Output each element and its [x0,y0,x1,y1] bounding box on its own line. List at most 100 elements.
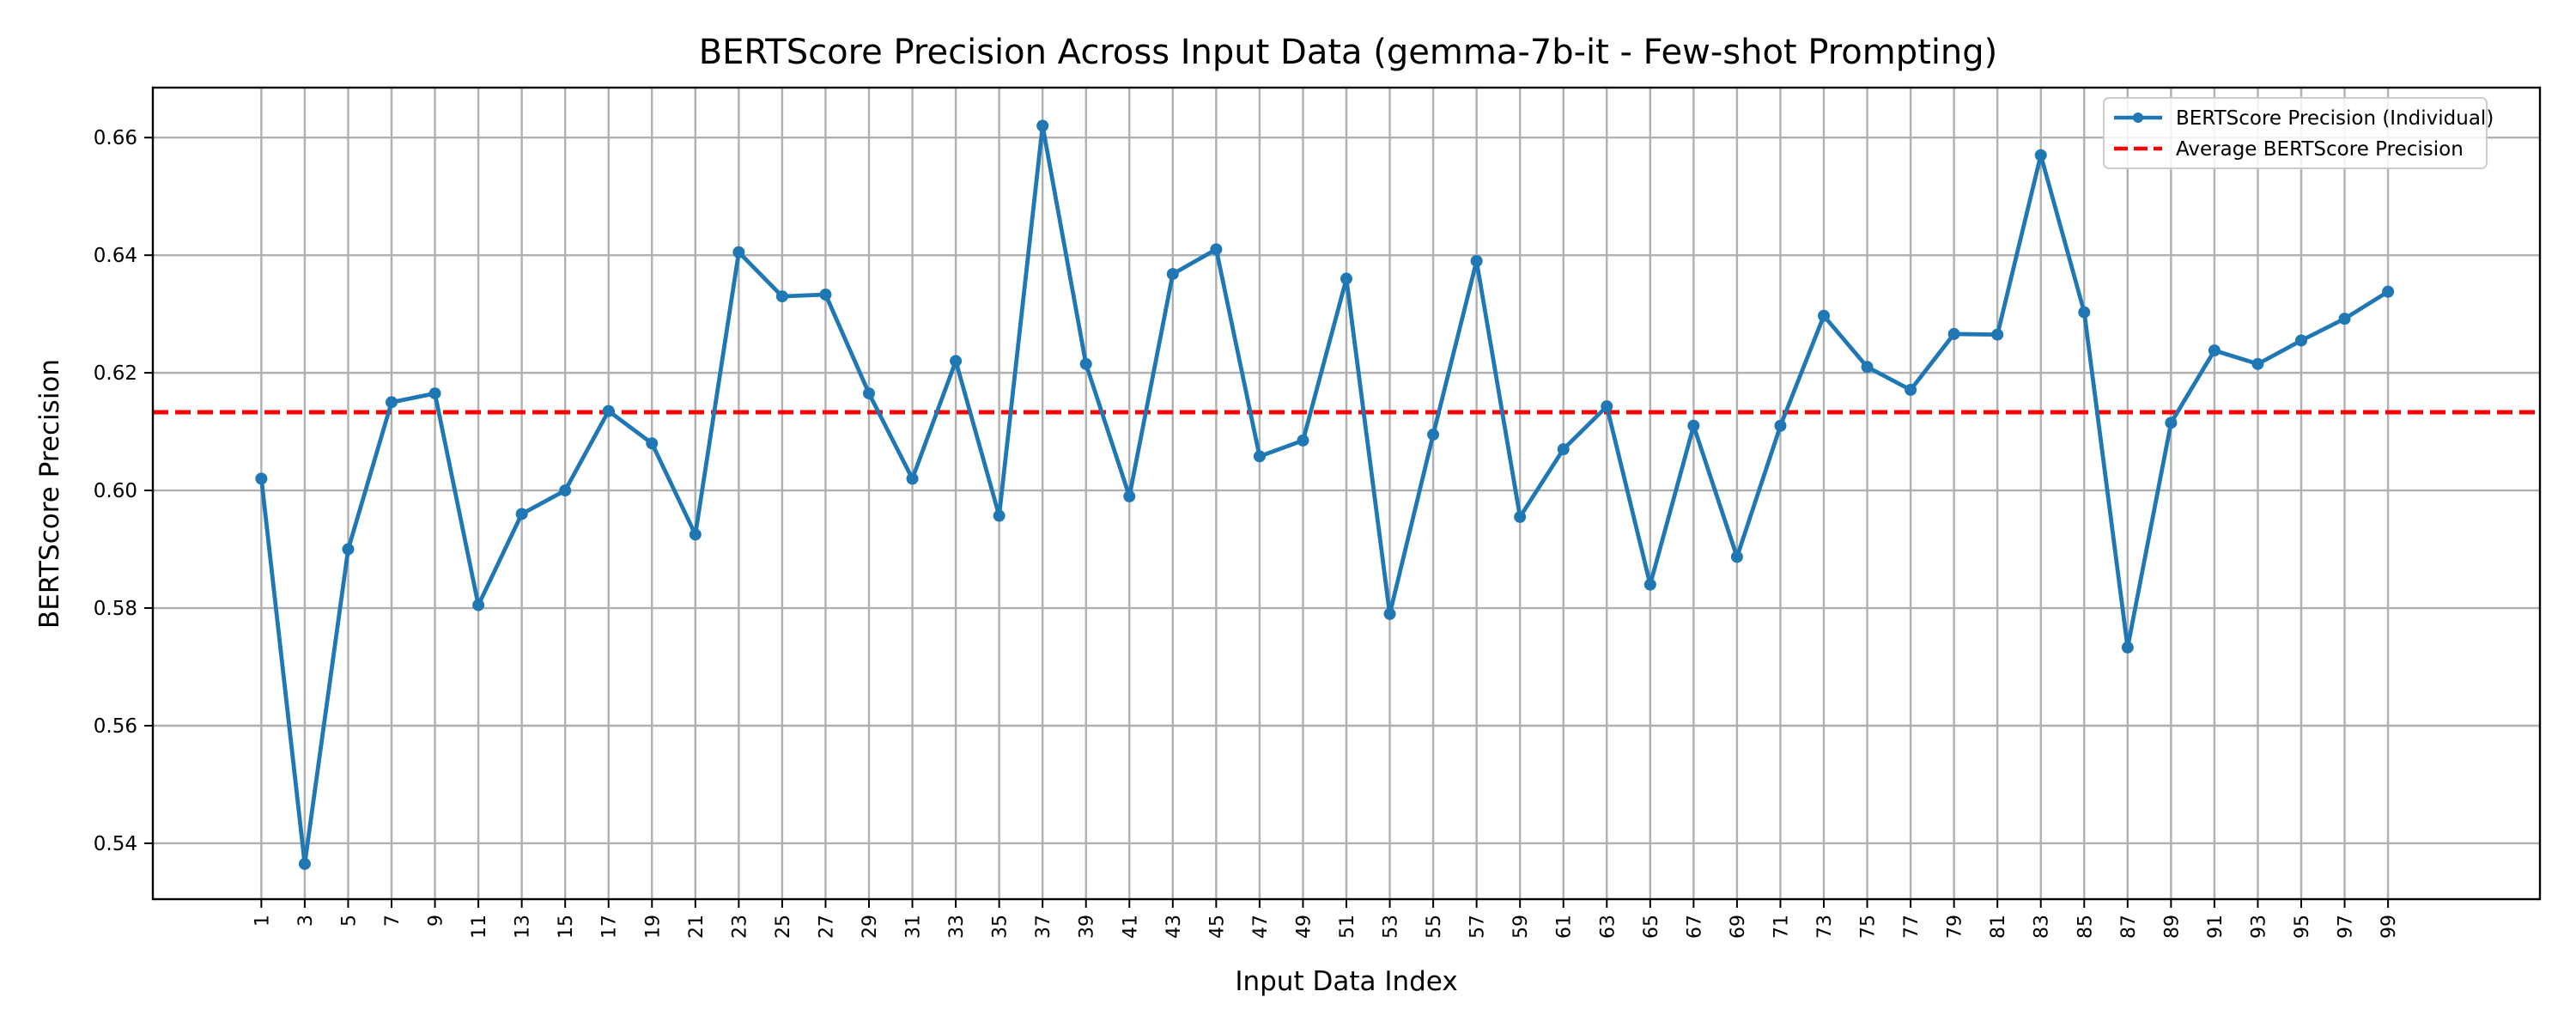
legend-box [2103,97,2488,169]
data-point [1643,578,1656,591]
data-point [2165,417,2178,429]
x-tick-label: 65 [1641,915,1662,939]
x-tick-label: 9 [426,915,447,927]
data-point [1166,268,1179,281]
data-point [255,472,268,485]
data-point [1557,443,1570,456]
x-tick-label: 19 [642,915,664,939]
data-point [472,599,485,611]
data-point [1036,119,1049,132]
data-point [1687,419,1700,432]
data-point [2251,357,2264,370]
y-tick-label: 0.60 [94,480,137,502]
x-tick-label: 49 [1293,915,1315,939]
legend-individual-label: BERTScore Precision (Individual) [2176,107,2494,130]
data-point [950,355,963,368]
data-point [646,437,659,450]
data-point [1861,361,1874,374]
data-point [1383,607,1396,620]
data-point [1991,328,2004,341]
data-point [1297,434,1309,447]
y-tick-label: 0.56 [94,715,137,738]
data-point [2078,306,2091,319]
y-tick-label: 0.54 [94,833,137,855]
data-point [2295,334,2307,347]
y-tick-label: 0.62 [94,362,137,385]
x-axis-label: Input Data Index [1235,966,1457,997]
x-tick-label: 41 [1120,915,1141,939]
data-point [1340,272,1352,285]
x-tick-label: 31 [903,915,925,939]
x-tick-label: 25 [773,915,794,939]
data-point [559,484,572,497]
data-point [1123,490,1136,502]
x-tick-label: 55 [1424,915,1445,939]
data-point [1470,255,1483,268]
legend-average-label: Average BERTScore Precision [2176,138,2464,161]
data-point [689,528,702,541]
x-tick-label: 39 [1077,915,1098,939]
x-tick-label: 37 [1033,915,1054,939]
x-tick-label: 27 [816,915,837,939]
x-tick-label: 87 [2118,915,2140,939]
x-tick-label: 97 [2336,915,2357,939]
x-tick-label: 35 [990,915,1012,939]
data-point [515,508,528,520]
series-line-individual [259,124,2390,867]
x-tick-label: 15 [556,915,577,939]
grid-lines [153,88,2540,899]
x-tick-label: 3 [295,915,317,927]
x-tick-label: 1 [252,915,273,927]
series-layer [255,119,2395,870]
x-axis-ticks: 1 3 5 7 9 11 13 15 17 19 21 23 25 27 29 31 33 35 37 39 41 43 4… [252,899,2400,939]
data-point [2208,344,2221,357]
x-tick-label: 23 [729,915,750,939]
data-point [386,396,398,409]
x-tick-label: 89 [2161,915,2183,939]
data-point [993,509,1005,522]
x-tick-label: 45 [1206,915,1228,939]
x-tick-label: 93 [2248,915,2269,939]
data-point [342,543,355,556]
data-point [1427,429,1440,441]
chart-title: BERTScore Precision Across Input Data (g… [699,33,1998,72]
data-point [1514,510,1527,523]
x-tick-label: 63 [1597,915,1619,939]
data-point [1079,357,1092,370]
x-tick-label: 17 [599,915,621,939]
x-tick-label: 73 [1814,915,1836,939]
x-tick-label: 21 [686,915,708,939]
x-tick-label: 29 [860,915,881,939]
x-tick-label: 43 [1163,915,1185,939]
x-tick-label: 71 [1771,915,1792,939]
data-point [732,246,745,258]
data-point [775,290,788,303]
x-tick-label: 91 [2205,915,2227,939]
x-tick-label: 81 [1988,915,2009,939]
y-tick-label: 0.58 [94,598,137,620]
x-tick-label: 51 [1337,915,1358,939]
x-tick-label: 53 [1381,915,1402,939]
data-point [1601,400,1613,413]
x-tick-label: 7 [382,915,404,927]
x-tick-label: 47 [1250,915,1272,939]
x-tick-label: 69 [1728,915,1749,939]
legend: BERTScore Precision (Individual) Average… [2103,97,2494,169]
data-point [298,857,311,870]
x-tick-label: 83 [2032,915,2053,939]
data-point [819,289,832,301]
data-point [1818,309,1830,322]
x-tick-label: 79 [1945,915,1966,939]
x-tick-label: 99 [2379,915,2400,939]
y-axis-label: BERTScore Precision [34,359,65,629]
data-point [2382,285,2395,298]
x-tick-label: 33 [946,915,968,939]
x-tick-label: 75 [1858,915,1880,939]
y-axis-ticks: 0.54 0.56 0.58 0.60 0.62 0.64 0.66 [94,127,153,855]
x-tick-label: 59 [1510,915,1532,939]
x-tick-label: 11 [469,915,490,939]
data-point [1774,419,1787,432]
